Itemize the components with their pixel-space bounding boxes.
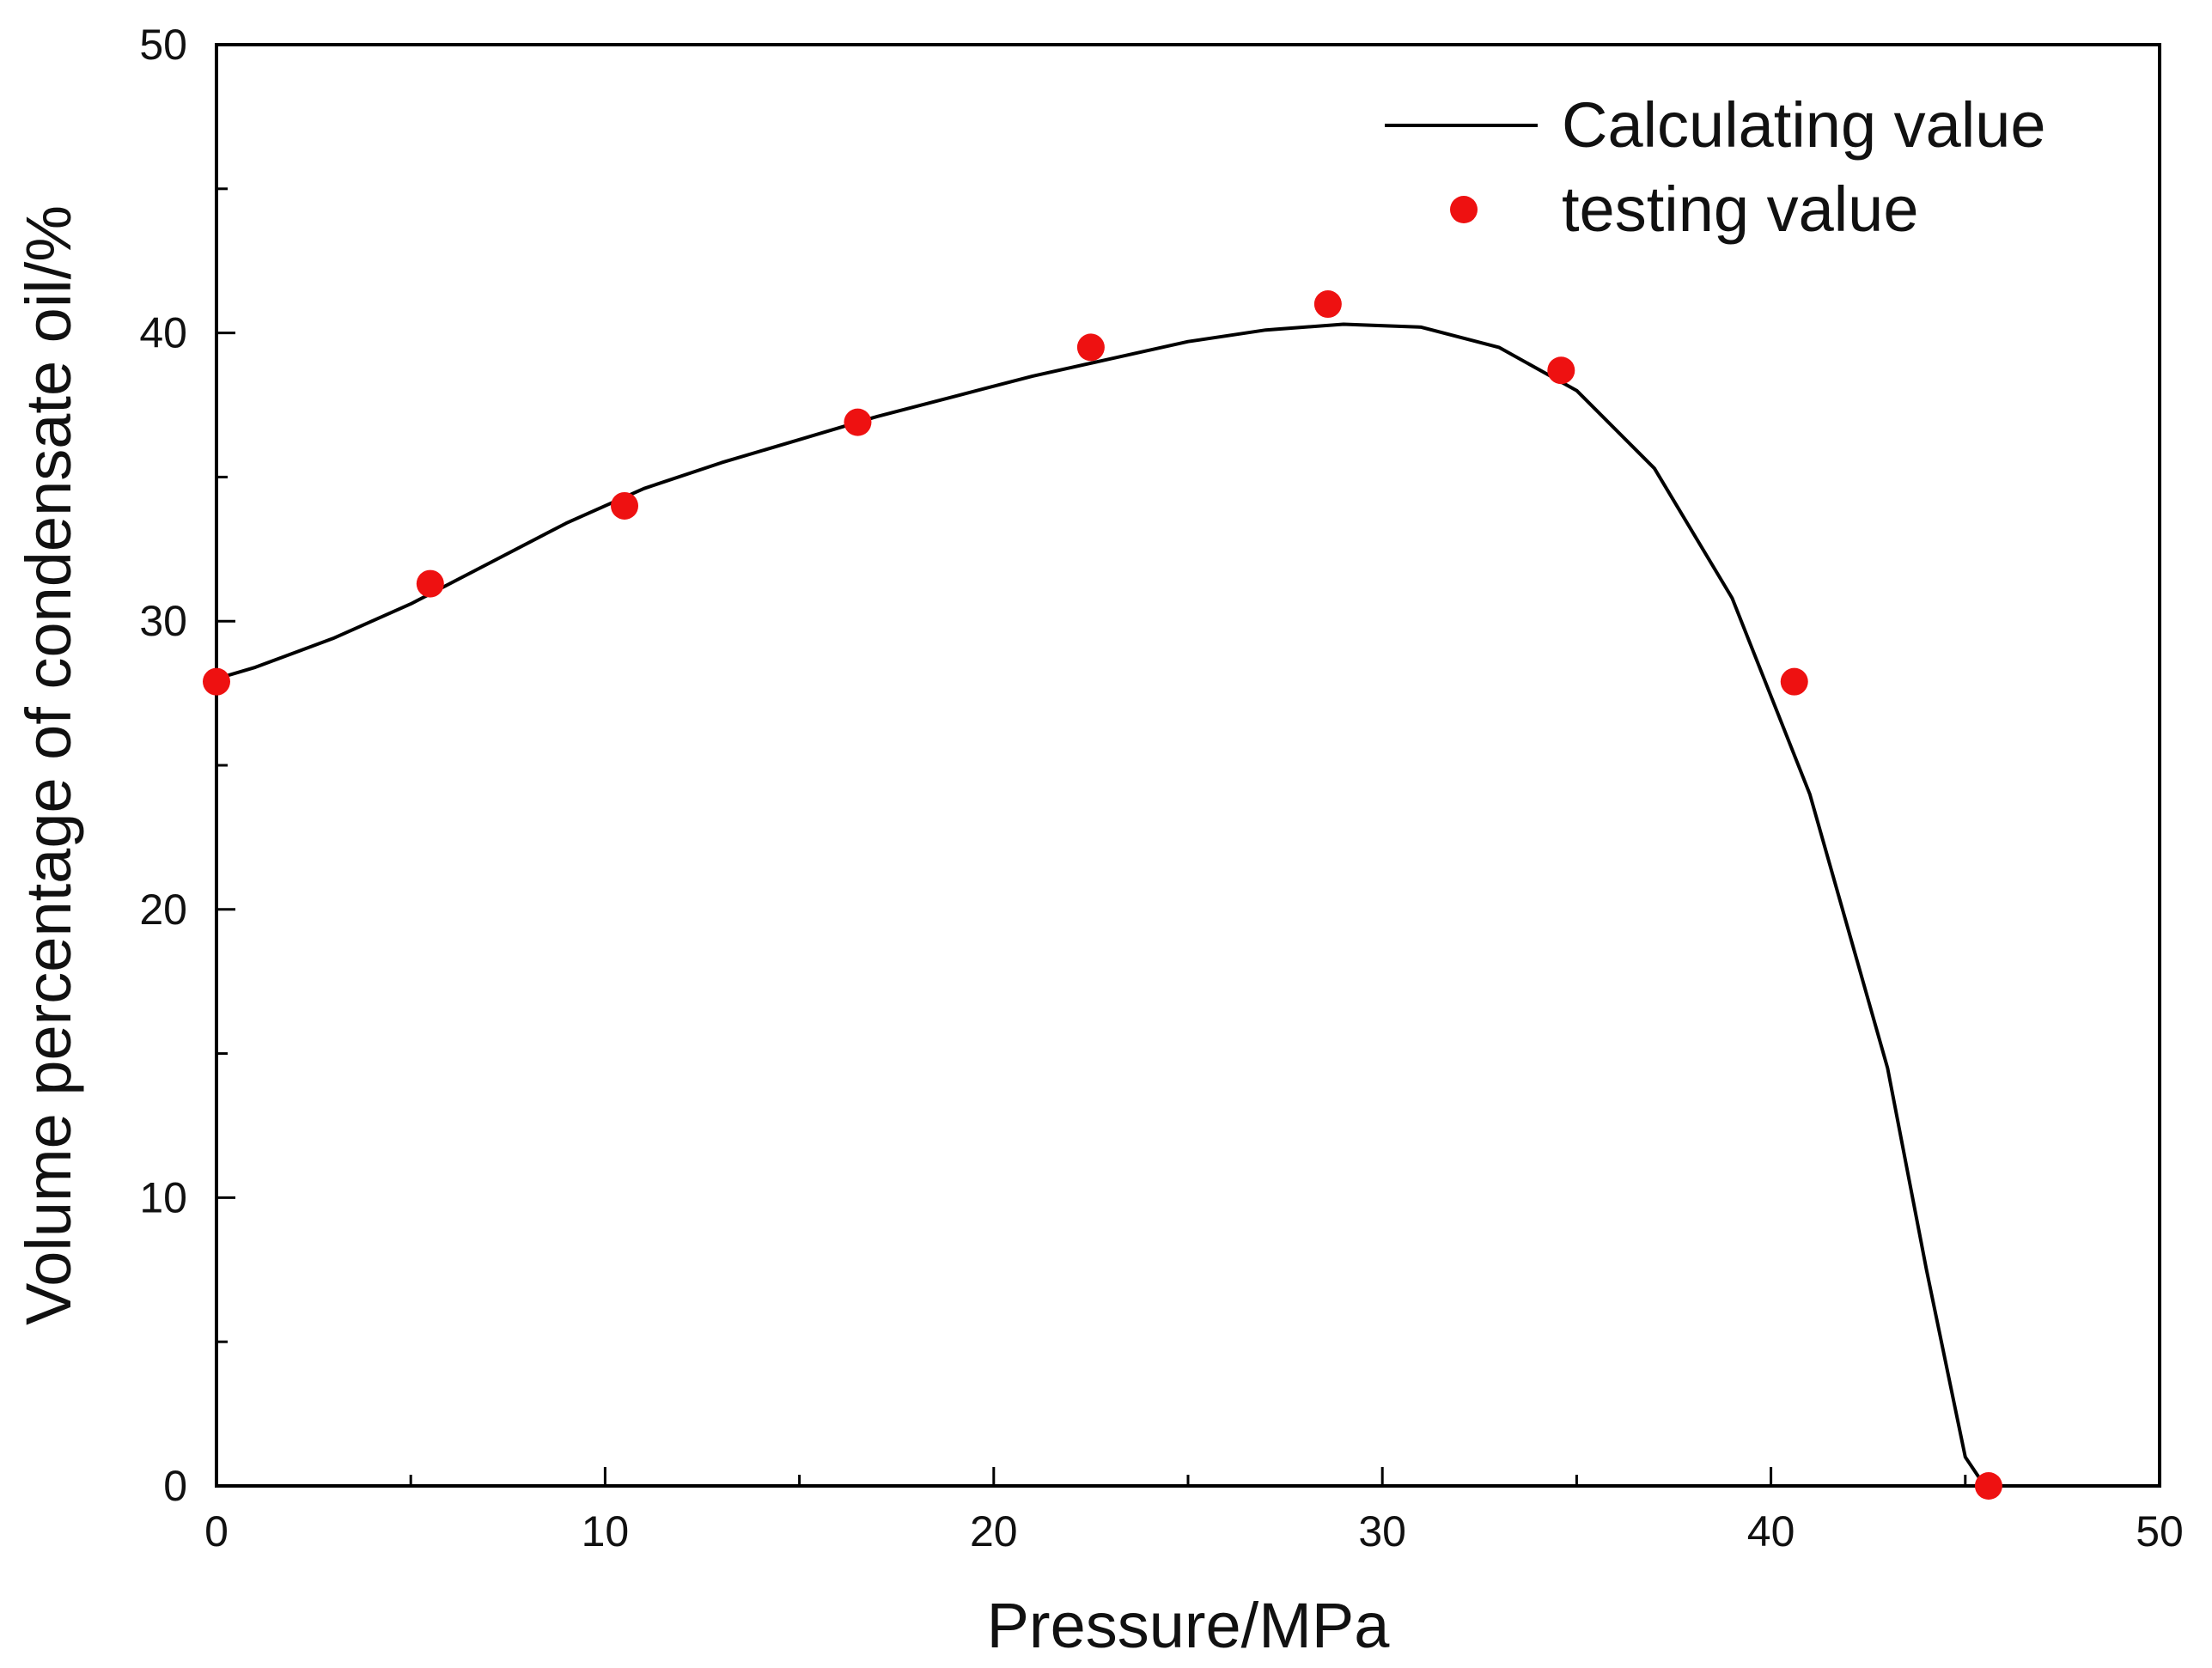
- y-axis-ticks: [216, 43, 235, 1488]
- legend: Calculating value testing value: [1385, 89, 2046, 245]
- testing-value-point: [1313, 290, 1342, 319]
- x-tick-label: 20: [970, 1507, 1018, 1555]
- x-tick-label: 50: [2136, 1507, 2184, 1555]
- x-axis-ticks: [215, 1467, 2161, 1486]
- testing-value-point: [1076, 333, 1105, 362]
- legend-marker-swatch: [1450, 196, 1478, 223]
- y-tick-label: 50: [139, 21, 187, 69]
- x-axis-title: Pressure/MPa: [987, 1590, 1391, 1661]
- x-axis-tick-labels: 0 10 20 30 40 50: [204, 1507, 2184, 1555]
- testing-value-point: [1974, 1472, 2002, 1500]
- x-tick-label: 30: [1358, 1507, 1406, 1555]
- testing-value-point: [416, 569, 444, 598]
- y-tick-label: 0: [163, 1462, 187, 1510]
- x-tick-label: 10: [582, 1507, 630, 1555]
- testing-value-point: [203, 667, 230, 696]
- plot-frame: [215, 43, 2161, 1488]
- x-tick-label: 40: [1747, 1507, 1795, 1555]
- x-tick-label: 0: [204, 1507, 229, 1555]
- legend-label-calculating: Calculating value: [1562, 89, 2046, 161]
- calculating-value-line: [215, 322, 1987, 1488]
- y-tick-label: 20: [139, 886, 187, 934]
- legend-label-testing: testing value: [1562, 173, 1919, 245]
- testing-value-point: [1780, 667, 1808, 696]
- testing-value-point: [611, 491, 639, 520]
- series-layer: [203, 290, 2002, 1500]
- testing-value-point: [1547, 356, 1575, 385]
- testing-value-point: [844, 408, 872, 436]
- y-tick-label: 10: [139, 1173, 187, 1221]
- y-tick-label: 30: [139, 597, 187, 645]
- y-tick-label: 40: [139, 309, 187, 357]
- y-axis-tick-labels: 0 10 20 30 40 50: [139, 21, 187, 1510]
- y-axis-title: Volume percentage of condensate oil/%: [13, 205, 84, 1325]
